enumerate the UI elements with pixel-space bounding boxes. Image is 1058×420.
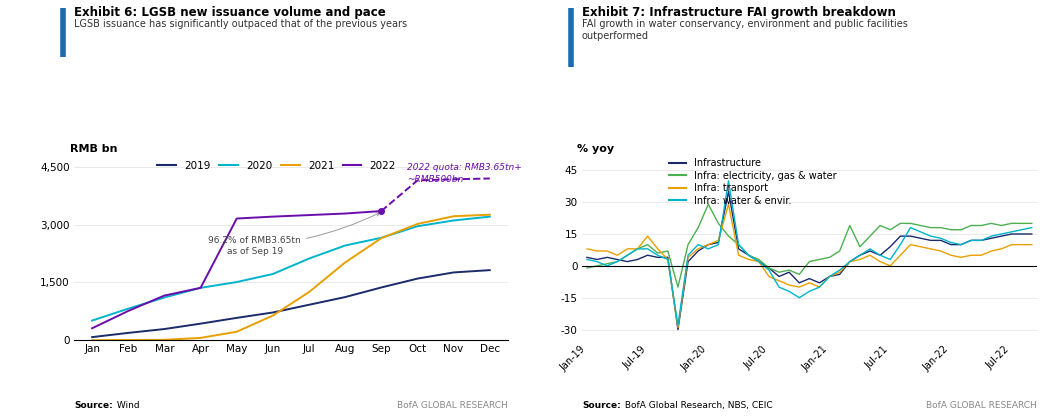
Text: Exhibit 7: Infrastructure FAI growth breakdown: Exhibit 7: Infrastructure FAI growth bre… <box>582 6 896 19</box>
Legend: 2019, 2020, 2021, 2022: 2019, 2020, 2021, 2022 <box>158 160 396 171</box>
Text: RMB bn: RMB bn <box>70 144 117 154</box>
Text: BofA GLOBAL RESEARCH: BofA GLOBAL RESEARCH <box>926 401 1037 410</box>
Text: BofA Global Research, NBS, CEIC: BofA Global Research, NBS, CEIC <box>622 401 772 410</box>
Text: % yoy: % yoy <box>578 144 615 154</box>
Text: FAI growth in water conservancy, environment and public facilities
outperformed: FAI growth in water conservancy, environ… <box>582 19 908 40</box>
Text: Exhibit 6: LGSB new issuance volume and pace: Exhibit 6: LGSB new issuance volume and … <box>74 6 386 19</box>
Text: Wind: Wind <box>114 401 140 410</box>
Legend: Infrastructure, Infra: electricity, gas & water, Infra: transport, Infra: water : Infrastructure, Infra: electricity, gas … <box>669 158 837 206</box>
Text: 2022 quota: RMB3.65tn+
~RMB500bn: 2022 quota: RMB3.65tn+ ~RMB500bn <box>406 163 522 184</box>
Text: Source:: Source: <box>582 401 621 410</box>
Text: LGSB issuance has significantly outpaced that of the previous years: LGSB issuance has significantly outpaced… <box>74 19 407 29</box>
Text: BofA GLOBAL RESEARCH: BofA GLOBAL RESEARCH <box>397 401 508 410</box>
Text: Source:: Source: <box>74 401 113 410</box>
Text: 96.2% of RMB3.65tn
as of Sep 19: 96.2% of RMB3.65tn as of Sep 19 <box>208 213 380 256</box>
